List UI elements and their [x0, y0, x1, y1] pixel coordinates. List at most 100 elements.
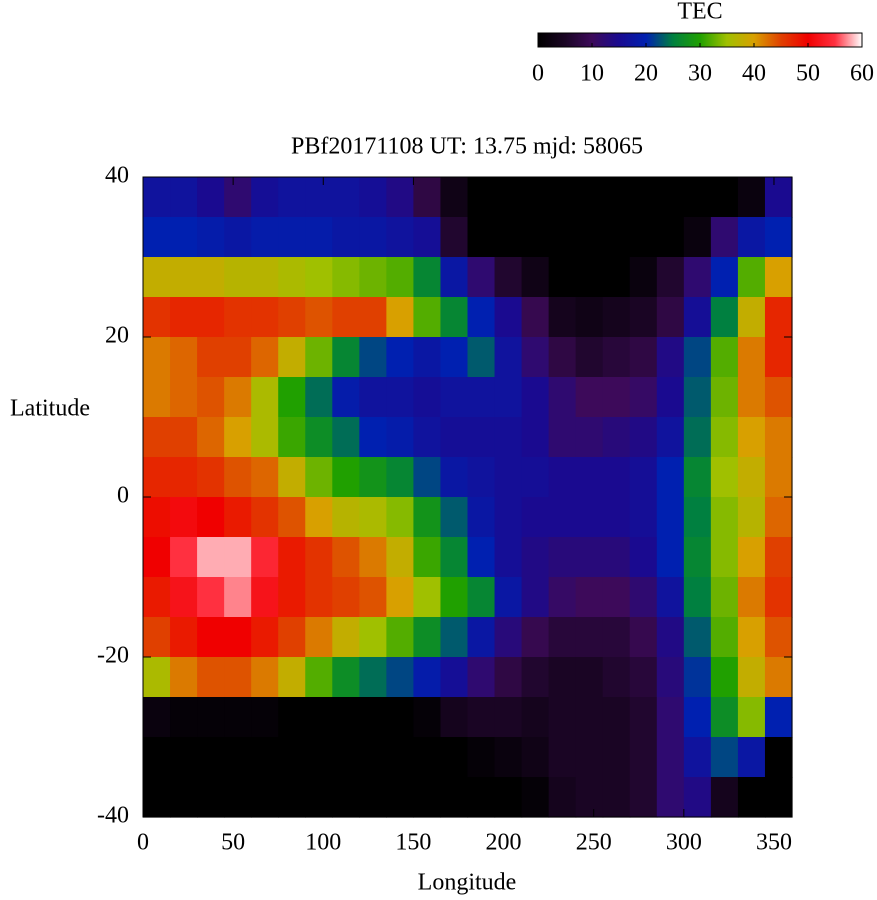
heatmap-cell [548, 217, 577, 258]
heatmap-cell [548, 337, 577, 378]
heatmap-cell [305, 377, 333, 418]
heatmap-cell [332, 177, 360, 218]
heatmap-cell [575, 377, 604, 418]
heatmap-cell [764, 777, 793, 818]
heatmap-cell [224, 737, 252, 778]
heatmap-cell [656, 777, 685, 818]
heatmap-cell [494, 177, 523, 218]
heatmap-cell [251, 577, 279, 618]
heatmap-cell [710, 457, 739, 498]
heatmap-cell [332, 737, 360, 778]
heatmap-cell [170, 697, 198, 738]
heatmap-cell [548, 457, 577, 498]
colorbar-tick-label: 10 [580, 61, 604, 87]
heatmap-cell [305, 297, 333, 338]
heatmap-cell [359, 577, 387, 618]
heatmap-cell [197, 577, 225, 618]
heatmap-cell [413, 177, 442, 218]
heatmap-cell [359, 217, 387, 258]
heatmap-cell [170, 337, 198, 378]
heatmap-cell [656, 177, 685, 218]
heatmap-cell [683, 497, 712, 538]
heatmap-cell [251, 657, 279, 698]
heatmap-cell [737, 297, 766, 338]
heatmap-cell [683, 377, 712, 418]
heatmap-cell [440, 457, 469, 498]
heatmap-cell [494, 537, 523, 578]
heatmap-cell [521, 657, 550, 698]
heatmap-cell [602, 297, 631, 338]
heatmap-cell [440, 177, 469, 218]
heatmap-cell [386, 177, 415, 218]
heatmap-cell [575, 697, 604, 738]
y-tick-label: 20 [105, 323, 129, 349]
y-tick-label: 0 [117, 483, 129, 509]
heatmap-cell [251, 377, 279, 418]
heatmap-cell [548, 537, 577, 578]
heatmap-cell [386, 417, 415, 458]
heatmap-cell [467, 657, 496, 698]
heatmap-cell [413, 297, 442, 338]
heatmap-cell [197, 377, 225, 418]
heatmap-cell [197, 737, 225, 778]
heatmap-cell [413, 537, 442, 578]
heatmap-cell [494, 577, 523, 618]
heatmap-cell [602, 177, 631, 218]
heatmap-cell [143, 777, 171, 818]
heatmap-cell [602, 537, 631, 578]
heatmap-cell [737, 777, 766, 818]
colorbar-tick-label: 20 [634, 61, 658, 87]
heatmap-cell [413, 217, 442, 258]
heatmap-cell [278, 577, 306, 618]
heatmap-cell [494, 777, 523, 818]
y-tick-label: 40 [105, 163, 129, 189]
heatmap-cell [521, 777, 550, 818]
heatmap-cell [197, 497, 225, 538]
heatmap-cell [764, 417, 793, 458]
heatmap-cell [575, 177, 604, 218]
heatmap-cell [143, 377, 171, 418]
heatmap-cell [224, 257, 252, 298]
heatmap-cell [548, 617, 577, 658]
colorbar-tick-label: 30 [688, 61, 712, 87]
heatmap-cell [494, 417, 523, 458]
heatmap-cell [332, 657, 360, 698]
heatmap-cell [548, 497, 577, 538]
heatmap-cell [170, 457, 198, 498]
heatmap-cell [683, 257, 712, 298]
heatmap-cell [440, 297, 469, 338]
heatmap-cell [197, 657, 225, 698]
heatmap-cell [170, 577, 198, 618]
heatmap-cell [521, 577, 550, 618]
heatmap-cell [467, 257, 496, 298]
heatmap-cell [683, 617, 712, 658]
heatmap-cell [602, 417, 631, 458]
heatmap-cell [305, 777, 333, 818]
heatmap-cell [413, 697, 442, 738]
heatmap-cell [278, 777, 306, 818]
heatmap-cell [575, 537, 604, 578]
heatmap-cell [359, 777, 387, 818]
heatmap-cell [440, 577, 469, 618]
heatmap-cell [197, 777, 225, 818]
heatmap-cell [656, 617, 685, 658]
heatmap-cell [251, 617, 279, 658]
heatmap-cell [332, 777, 360, 818]
heatmap-cell [305, 737, 333, 778]
heatmap-cell [143, 457, 171, 498]
heatmap-cell [548, 777, 577, 818]
heatmap-cell [467, 177, 496, 218]
heatmap-cell [629, 297, 658, 338]
heatmap-cell [305, 257, 333, 298]
heatmap-cell [575, 297, 604, 338]
heatmap-cell [359, 657, 387, 698]
x-tick-label: 150 [395, 830, 431, 856]
heatmap-cell [278, 457, 306, 498]
heatmap-cell [764, 257, 793, 298]
heatmap-cell [278, 657, 306, 698]
heatmap-cell [629, 417, 658, 458]
heatmap-cell [494, 497, 523, 538]
heatmap-cell [332, 457, 360, 498]
heatmap-cell [170, 377, 198, 418]
x-tick-label: 200 [486, 830, 522, 856]
